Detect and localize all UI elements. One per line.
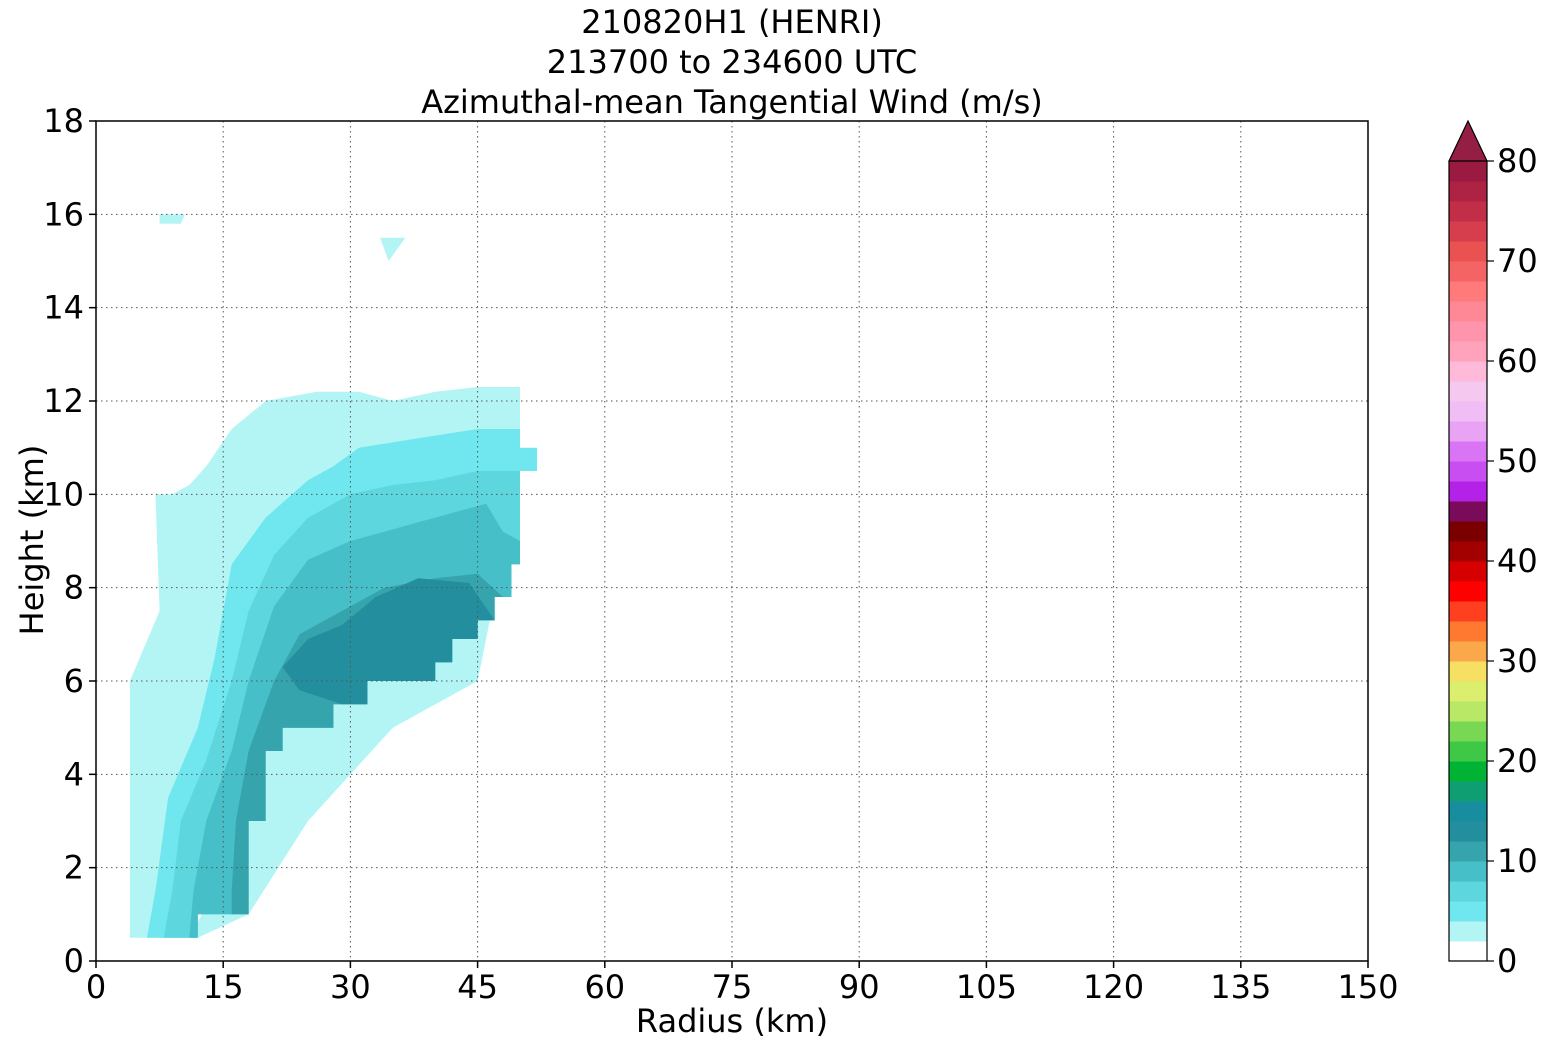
colorbar-tick-label: 30 xyxy=(1497,642,1538,680)
x-axis-label: Radius (km) xyxy=(635,1002,829,1040)
chart-title-line-1: 210820H1 (HENRI) xyxy=(581,3,883,41)
x-tick-label: 150 xyxy=(1337,968,1398,1006)
colorbar-swatch xyxy=(1449,581,1487,602)
colorbar-tick-label: 80 xyxy=(1497,142,1538,180)
x-tick-label: 120 xyxy=(1083,968,1144,1006)
colorbar-extend-arrow xyxy=(1448,119,1488,162)
colorbar-swatch xyxy=(1449,681,1487,702)
colorbar-tick-label: 20 xyxy=(1497,742,1538,780)
x-tick-label: 60 xyxy=(584,968,625,1006)
colorbar-swatch xyxy=(1449,161,1487,182)
x-tick-label: 15 xyxy=(203,968,244,1006)
x-ticks: 0 15 30 45 60 75 90 105 120 135 150 xyxy=(86,961,1399,1006)
y-tick-label: 2 xyxy=(64,849,84,887)
x-tick-label: 0 xyxy=(86,968,106,1006)
x-tick-label: 75 xyxy=(712,968,753,1006)
y-tick-label: 14 xyxy=(43,289,84,327)
colorbar-swatch xyxy=(1449,241,1487,262)
colorbar-swatch xyxy=(1449,721,1487,742)
chart-title-line-2: 213700 to 234600 UTC xyxy=(546,43,918,81)
contour-region-2-7 xyxy=(380,237,406,261)
colorbar-swatch xyxy=(1449,661,1487,682)
colorbar-swatch xyxy=(1449,601,1487,622)
plot-area xyxy=(129,214,537,938)
colorbar-tick-label: 0 xyxy=(1497,942,1517,980)
colorbar-swatch xyxy=(1449,441,1487,462)
colorbar-tick-label: 50 xyxy=(1497,442,1538,480)
y-axis-label: Height (km) xyxy=(13,444,51,636)
colorbar-swatch xyxy=(1449,881,1487,902)
colorbar-tick-label: 60 xyxy=(1497,342,1538,380)
x-tick-label: 90 xyxy=(839,968,880,1006)
colorbar-tick-label: 40 xyxy=(1497,542,1538,580)
contour-region-12-5 xyxy=(282,578,495,705)
colorbar-swatch xyxy=(1449,361,1487,382)
colorbar-swatch xyxy=(1449,541,1487,562)
colorbar-swatch xyxy=(1449,221,1487,242)
colorbar-swatch xyxy=(1449,761,1487,782)
colorbar-swatch xyxy=(1449,341,1487,362)
x-tick-label: 105 xyxy=(956,968,1017,1006)
contour-region-2-6 xyxy=(159,214,185,224)
colorbar-swatch xyxy=(1449,841,1487,862)
colorbar-swatch xyxy=(1449,481,1487,502)
y-tick-label: 0 xyxy=(64,942,84,980)
colorbar-swatch xyxy=(1449,821,1487,842)
colorbar-swatch xyxy=(1449,261,1487,282)
x-tick-label: 45 xyxy=(457,968,498,1006)
y-tick-label: 18 xyxy=(43,102,84,140)
colorbar-tick-label: 70 xyxy=(1497,242,1538,280)
colorbar-swatch xyxy=(1449,521,1487,542)
colorbar-swatch xyxy=(1449,421,1487,442)
y-tick-label: 10 xyxy=(43,475,84,513)
colorbar-swatch xyxy=(1449,181,1487,202)
colorbar-swatch xyxy=(1449,641,1487,662)
y-tick-label: 12 xyxy=(43,382,84,420)
colorbar-swatch xyxy=(1449,381,1487,402)
colorbar-swatch xyxy=(1449,301,1487,322)
colorbar-swatch xyxy=(1449,861,1487,882)
colorbar-swatch xyxy=(1449,201,1487,222)
colorbar-swatch xyxy=(1449,401,1487,422)
grid-lines xyxy=(96,121,1368,961)
colorbar-swatch xyxy=(1449,781,1487,802)
colorbar-swatch xyxy=(1449,801,1487,822)
colorbar-swatch xyxy=(1449,461,1487,482)
y-tick-label: 16 xyxy=(43,195,84,233)
colorbar-swatch xyxy=(1449,321,1487,342)
colorbar-swatch xyxy=(1449,741,1487,762)
colorbar-tick-label: 10 xyxy=(1497,842,1538,880)
x-tick-label: 135 xyxy=(1210,968,1271,1006)
chart-title-line-3: Azimuthal-mean Tangential Wind (m/s) xyxy=(421,83,1043,121)
y-tick-label: 6 xyxy=(64,662,84,700)
colorbar-swatch xyxy=(1449,281,1487,302)
colorbar-swatch xyxy=(1449,941,1487,962)
colorbar-swatch xyxy=(1449,621,1487,642)
colorbar-swatch xyxy=(1449,561,1487,582)
x-tick-label: 30 xyxy=(330,968,371,1006)
colorbar-swatch xyxy=(1449,701,1487,722)
colorbar-swatch xyxy=(1449,921,1487,942)
y-tick-label: 4 xyxy=(64,755,84,793)
y-ticks: 0 2 4 6 8 10 12 14 16 18 xyxy=(43,102,96,980)
colorbar-swatch xyxy=(1449,501,1487,522)
colorbar: 0 10 20 30 40 50 60 70 80 xyxy=(1448,119,1538,980)
colorbar-swatch xyxy=(1449,901,1487,922)
y-tick-label: 8 xyxy=(64,569,84,607)
